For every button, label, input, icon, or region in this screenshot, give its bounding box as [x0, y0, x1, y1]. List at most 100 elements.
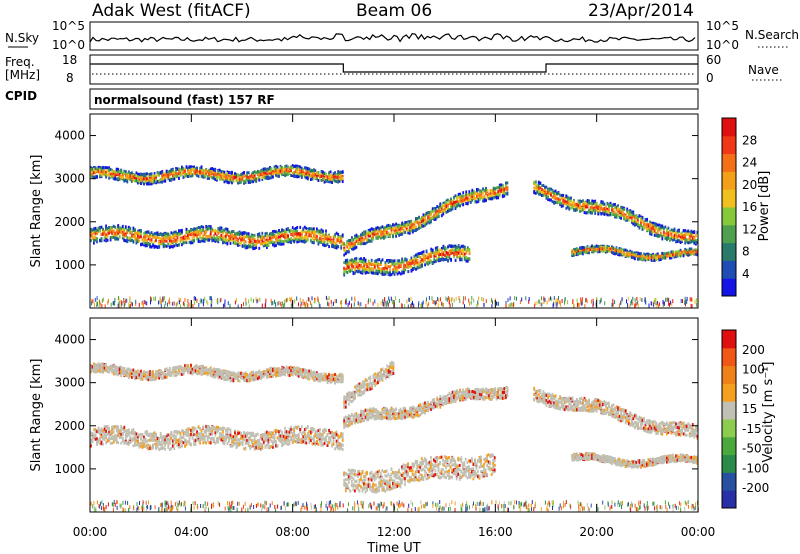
range-cell	[153, 235, 156, 239]
range-cell	[559, 193, 562, 197]
range-cell	[360, 237, 362, 241]
range-cell	[659, 257, 662, 261]
range-cell	[445, 255, 448, 259]
range-cell	[320, 230, 323, 234]
range-cell	[335, 240, 338, 244]
range-cell	[121, 226, 124, 230]
range-cell	[325, 179, 327, 183]
range-cell	[168, 245, 171, 249]
range-cell	[358, 267, 361, 271]
range-cell	[541, 188, 543, 191]
range-cell	[603, 210, 606, 214]
range-cell	[100, 172, 103, 176]
range-cell	[193, 233, 195, 237]
range-cell	[666, 229, 668, 233]
range-cell	[398, 233, 400, 237]
range-cell	[591, 244, 593, 248]
range-cell	[354, 242, 356, 246]
range-cell	[121, 176, 124, 180]
range-cell	[118, 227, 121, 230]
range-cell	[440, 214, 443, 218]
range-cell	[379, 230, 382, 234]
range-cell	[96, 175, 98, 179]
range-cell	[676, 229, 679, 233]
range-cell	[252, 180, 255, 184]
range-cell	[640, 221, 642, 225]
range-cell	[501, 188, 504, 192]
range-cell	[630, 253, 633, 257]
range-cell	[557, 198, 560, 202]
range-cell	[653, 229, 656, 233]
range-cell	[337, 171, 340, 175]
range-cell	[106, 227, 109, 230]
range-cell	[355, 237, 358, 241]
range-cell	[601, 201, 604, 205]
range-cell	[589, 246, 592, 250]
range-cell	[191, 236, 194, 240]
range-cell	[453, 244, 455, 248]
range-cell	[90, 230, 92, 234]
range-cell	[253, 176, 256, 180]
range-cell	[91, 236, 94, 240]
range-cell	[176, 174, 179, 178]
range-cell	[279, 164, 282, 168]
range-cell	[661, 237, 664, 241]
range-cell	[383, 269, 385, 273]
range-cell	[335, 173, 338, 176]
range-cell	[316, 177, 318, 181]
range-cell	[146, 234, 148, 238]
range-cell	[299, 232, 302, 236]
range-cell	[381, 235, 384, 239]
range-cell	[264, 176, 267, 180]
range-cell	[404, 223, 407, 227]
range-cell	[115, 234, 118, 238]
range-cell	[331, 181, 333, 184]
range-cell	[662, 254, 665, 258]
range-cell	[595, 244, 598, 248]
range-cell	[269, 241, 271, 245]
range-cell	[131, 175, 133, 179]
range-cell	[196, 166, 198, 170]
range-cell	[551, 189, 554, 193]
range-cell	[573, 208, 575, 212]
range-cell	[334, 175, 336, 179]
nsky-tick-high: 10^5	[52, 19, 85, 33]
range-cell	[347, 250, 350, 254]
range-cell	[488, 197, 490, 201]
range-cell	[319, 229, 321, 233]
range-cell	[212, 170, 215, 174]
range-cell	[253, 174, 256, 178]
range-cell	[655, 256, 658, 260]
range-cell	[585, 211, 587, 215]
range-cell	[579, 201, 581, 205]
range-cell	[112, 172, 115, 176]
range-cell	[293, 232, 296, 236]
range-cell	[413, 261, 416, 265]
range-cell	[355, 265, 358, 269]
range-cell	[445, 251, 448, 254]
range-cell	[583, 248, 586, 252]
range-cell	[548, 191, 551, 195]
nsky-tick-low: 10^0	[52, 38, 85, 52]
range-cell	[256, 239, 259, 243]
range-cell	[459, 249, 462, 253]
range-cell	[141, 175, 144, 179]
range-cell	[300, 230, 303, 234]
range-cell	[228, 174, 230, 178]
range-cell	[100, 166, 103, 170]
range-cell	[171, 177, 174, 181]
range-cell	[428, 252, 431, 256]
range-cell	[459, 204, 461, 208]
range-cell	[220, 230, 223, 234]
range-cell	[402, 224, 405, 228]
range-cell	[334, 241, 336, 245]
range-cell	[129, 176, 132, 180]
range-cell	[396, 227, 399, 231]
range-cell	[562, 199, 565, 203]
range-cell	[266, 235, 268, 238]
cpid-value: normalsound (fast) 157 RF	[94, 93, 275, 107]
range-cell	[404, 230, 407, 234]
range-cell	[208, 225, 211, 228]
range-cell	[415, 267, 417, 271]
range-cell	[658, 226, 661, 229]
